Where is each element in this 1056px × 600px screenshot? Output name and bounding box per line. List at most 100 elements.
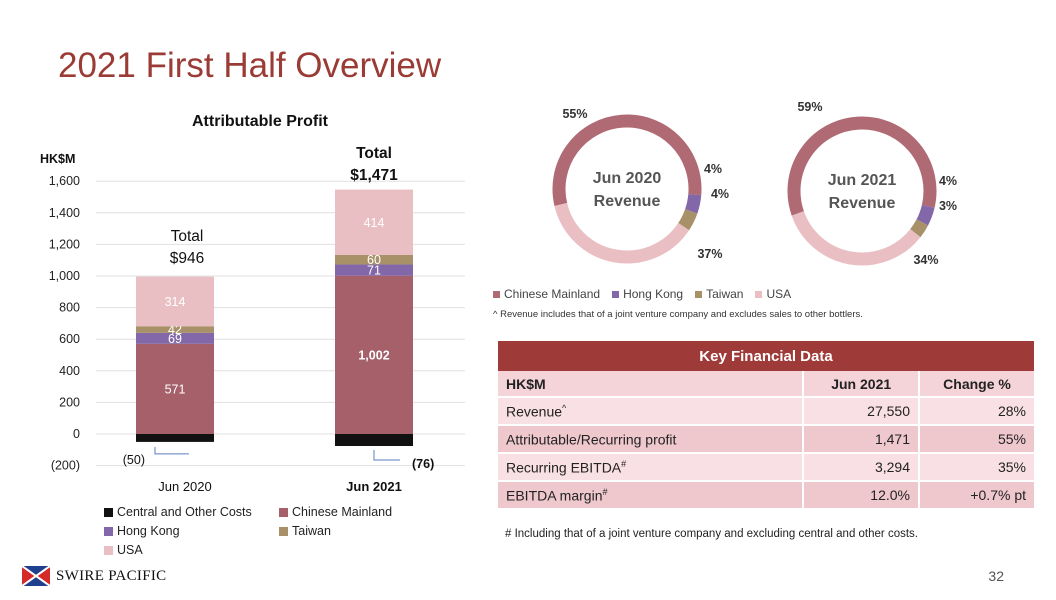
legend-label: Chinese Mainland [292, 505, 393, 519]
donut-slice-taiwan [910, 219, 929, 238]
bar-data-label: 571 [165, 382, 186, 396]
row-change: +0.7% pt [918, 481, 1034, 510]
legend-swatch [612, 290, 620, 298]
donut-slice-hong-kong [916, 204, 935, 226]
row-label: Recurring EBITDA# [498, 453, 804, 482]
y-tick-label: 1,200 [49, 237, 80, 251]
bar-data-label: 71 [367, 264, 381, 278]
row-change: 35% [918, 453, 1034, 482]
table-header-row: HK$M Jun 2021 Change % [498, 371, 1034, 398]
revenue-legend-entry: Taiwan [695, 287, 743, 301]
col-header-change: Change % [918, 371, 1034, 398]
x-tick-label: Jun 2021 [346, 479, 402, 494]
row-value: 27,550 [802, 397, 919, 426]
y-tick-label: 800 [59, 301, 80, 315]
bar-segment-chinese-mainland [335, 275, 413, 434]
table-row: Revenue^ 27,550 28% [498, 397, 1034, 426]
revenue-2021-donut: 59% 4% 3% 34% Jun 2021 Revenue [787, 100, 957, 267]
donut-slice-label: 4% [711, 187, 729, 201]
donut-slice-usa [791, 211, 921, 266]
revenue-legend-entry: Chinese Mainland [493, 287, 600, 301]
revenue-2020-donut: 55% 4% 4% 37% Jun 2020 Revenue [552, 107, 729, 264]
row-label: Revenue^ [498, 397, 804, 426]
table-row: Recurring EBITDA# 3,294 35% [498, 453, 1034, 482]
revenue-footnote: ^ Revenue includes that of a joint ventu… [493, 309, 863, 320]
y-tick-label: (200) [51, 459, 80, 473]
attributable-profit-chart: Attributable Profit HK$M (200) 0 200 400 600 80… [40, 113, 465, 494]
company-name: SWIRE PACIFIC [56, 567, 167, 584]
donut-slice-usa [554, 202, 690, 264]
y-tick-label: 0 [73, 427, 80, 441]
row-change: 28% [918, 397, 1034, 426]
bar-data-label: 42 [168, 323, 182, 337]
col-header-period: Jun 2021 [802, 371, 919, 398]
negative-value-label: (50) [123, 453, 145, 467]
legend-swatch [279, 507, 288, 517]
donut-slice-label: 59% [797, 100, 822, 114]
row-mark: # [602, 486, 608, 497]
table-title: Key Financial Data [498, 341, 1034, 371]
donut-slice-label: 55% [562, 107, 587, 121]
donut-slice-chinese-mainland [552, 114, 702, 207]
legend-label: Central and Other Costs [117, 505, 252, 519]
legend-swatch [695, 290, 703, 298]
total-label-line2: $1,471 [350, 167, 398, 184]
page-title: 2021 First Half Overview [58, 46, 442, 85]
y-tick-label: 1,600 [49, 174, 80, 188]
flag-logo-icon [22, 566, 50, 586]
legend-swatch [755, 290, 763, 298]
key-financial-data-table: Key Financial Data HK$M Jun 2021 Change … [498, 341, 1034, 510]
bar-segment-hong-kong [136, 332, 214, 344]
leader-line [154, 446, 189, 455]
legend-swatch [104, 526, 113, 536]
bar-segment-usa [335, 189, 413, 255]
donut-title-line2: Revenue [594, 193, 661, 210]
donut-slice-label: 4% [939, 174, 957, 188]
legend-entry: Hong Kong [104, 524, 180, 538]
donut-slice-label: 4% [704, 162, 722, 176]
legend-entry: USA [104, 543, 143, 557]
row-value: 1,471 [802, 425, 919, 454]
bar-segment-central-and-other-costs [136, 434, 214, 442]
table-row: EBITDA margin# 12.0% +0.7% pt [498, 481, 1034, 510]
legend-swatch [279, 526, 288, 536]
y-tick-label: 200 [59, 395, 80, 409]
table-footnote: # Including that of a joint venture comp… [505, 528, 918, 540]
total-label-line1: Total [356, 145, 392, 162]
leader-line [373, 450, 400, 461]
row-change: 55% [918, 425, 1034, 454]
donut-slice-taiwan [678, 209, 698, 231]
bar-data-label: 60 [367, 253, 381, 267]
legend-swatch [104, 545, 113, 555]
bar-segment-chinese-mainland [136, 343, 214, 434]
legend-label: Taiwan [706, 287, 744, 301]
row-label: EBITDA margin# [498, 481, 804, 510]
donut-slice-chinese-mainland [787, 116, 937, 216]
legend-label: Hong Kong [117, 524, 180, 538]
y-axis-label: HK$M [40, 152, 75, 166]
donut-slice-label: 37% [697, 247, 722, 261]
bar-segment-usa [136, 276, 214, 327]
col-header-unit: HK$M [498, 371, 804, 398]
bar-segment-taiwan [136, 326, 214, 333]
bar-data-label: 314 [165, 295, 186, 309]
donut-title-line2: Revenue [829, 195, 896, 212]
donut-slice-label: 3% [939, 199, 957, 213]
legend-label: Taiwan [292, 524, 331, 538]
y-tick-label: 400 [59, 364, 80, 378]
legend-label: Hong Kong [623, 287, 684, 301]
legend-entry: Central and Other Costs [104, 505, 252, 519]
legend-entry: Taiwan [279, 524, 331, 538]
page-number: 32 [988, 568, 1004, 584]
legend-swatch [104, 507, 113, 517]
total-label-line2: $946 [170, 250, 204, 267]
chart-title: Attributable Profit [192, 113, 329, 130]
legend-swatch [493, 290, 500, 298]
table-row: Attributable/Recurring profit 1,471 55% [498, 425, 1034, 454]
donut-slice-label: 34% [913, 253, 938, 267]
row-mark: ^ [562, 402, 567, 413]
donut-title-line1: Jun 2020 [593, 170, 662, 187]
revenue-legend: Chinese Mainland Hong Kong Taiwan USA [493, 287, 791, 301]
donut-slice-hong-kong [685, 193, 702, 214]
donut-title-line1: Jun 2021 [828, 172, 897, 189]
